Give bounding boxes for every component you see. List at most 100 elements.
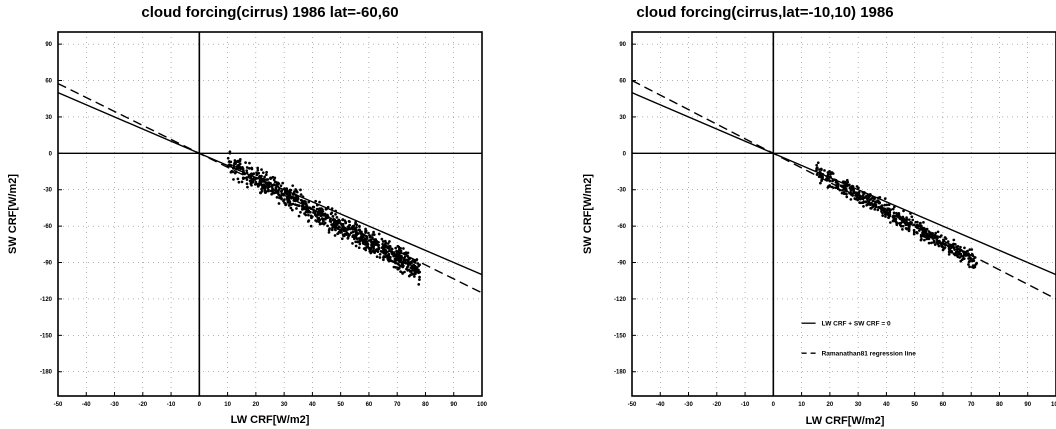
scatter-point xyxy=(922,232,926,235)
scatter-point xyxy=(842,191,846,194)
y-tick-label: 60 xyxy=(619,79,626,85)
scatter-point xyxy=(941,248,945,252)
scatter-point xyxy=(849,188,853,192)
scatter-point xyxy=(293,190,296,193)
scatter-point xyxy=(866,197,869,201)
grid xyxy=(58,32,482,396)
scatter-point xyxy=(815,166,819,170)
scatter-point xyxy=(250,167,254,171)
ticks xyxy=(631,43,1056,396)
scatter-point xyxy=(932,240,936,244)
scatter-chart-right: -50 -40 -30 -20 -10 0 10 20 30 40 50 60 70 80 90 100 90 6… xyxy=(582,4,1056,427)
scatter-point xyxy=(947,250,951,254)
plot-frame xyxy=(57,31,483,397)
scatter-points xyxy=(815,161,978,270)
scatter-point xyxy=(816,161,820,165)
scatter-point xyxy=(880,210,883,213)
scatter-point xyxy=(888,210,892,214)
x-tick-label: 80 xyxy=(996,402,1003,408)
scatter-point xyxy=(295,190,299,194)
scatter-point xyxy=(258,180,262,183)
scatter-point xyxy=(954,252,957,255)
scatter-point xyxy=(288,192,291,196)
scatter-point xyxy=(306,220,310,223)
scatter-point xyxy=(295,203,299,207)
scatter-point xyxy=(956,255,960,259)
scatter-point xyxy=(834,180,838,184)
scatter-point xyxy=(333,224,336,228)
scatter-point xyxy=(859,201,863,205)
scatter-point xyxy=(947,245,951,249)
chart-title: cloud forcing(cirrus) 1986 lat=-60,60 xyxy=(141,4,398,21)
scatter-point xyxy=(359,236,362,240)
scatter-point xyxy=(238,162,242,166)
scatter-point xyxy=(354,220,357,224)
scatter-point xyxy=(331,226,334,230)
x-axis-label: LW CRF[W/m2] xyxy=(806,415,885,427)
scatter-point xyxy=(820,168,823,172)
scatter-point xyxy=(826,173,830,176)
scatter-point xyxy=(402,264,405,268)
x-tick-label: 0 xyxy=(198,402,202,408)
scatter-point xyxy=(828,179,832,183)
scatter-point xyxy=(416,262,420,265)
scatter-point xyxy=(398,256,402,259)
scatter-point xyxy=(300,207,304,211)
y-tick-label: -30 xyxy=(617,188,626,194)
scatter-point xyxy=(365,246,369,249)
scatter-point xyxy=(245,182,249,186)
scatter-point xyxy=(914,220,918,224)
scatter-point xyxy=(418,275,421,279)
scatter-point xyxy=(307,200,311,204)
y-tick-label: 90 xyxy=(45,42,52,48)
scatter-point xyxy=(352,224,356,228)
scatter-point xyxy=(883,203,887,207)
scatter-point xyxy=(348,223,352,227)
scatter-point xyxy=(940,242,944,246)
x-tick-label: -20 xyxy=(712,402,721,408)
scatter-point xyxy=(324,217,327,221)
scatter-point xyxy=(335,216,339,219)
scatter-point xyxy=(308,210,312,214)
scatter-point xyxy=(266,178,270,181)
scatter-point xyxy=(312,205,316,209)
scatter-point xyxy=(943,243,947,247)
scatter-point xyxy=(885,203,889,207)
x-tick-label: 50 xyxy=(337,402,344,408)
scatter-point xyxy=(351,235,355,239)
scatter-point xyxy=(871,196,874,200)
scatter-point xyxy=(878,195,882,199)
x-tick-label: 100 xyxy=(477,402,488,408)
scatter-point xyxy=(394,253,398,257)
scatter-point xyxy=(354,244,358,248)
scatter-point xyxy=(382,246,386,249)
scatter-point xyxy=(378,252,382,256)
y-tick-label: -150 xyxy=(614,333,627,339)
scatter-point xyxy=(382,255,385,259)
scatter-point xyxy=(367,231,370,235)
scatter-point xyxy=(263,189,267,192)
scatter-point xyxy=(964,252,968,255)
scatter-point xyxy=(406,269,410,272)
x-tick-label: -10 xyxy=(741,402,750,408)
scatter-point xyxy=(933,243,937,246)
y-axis-label: SW CRF[W/m2] xyxy=(582,174,594,254)
scatter-point xyxy=(863,196,867,199)
scatter-point xyxy=(355,223,359,227)
scatter-point xyxy=(372,230,375,234)
scatter-point xyxy=(910,215,914,219)
scatter-point xyxy=(320,207,323,210)
scatter-point xyxy=(375,255,379,259)
scatter-point xyxy=(936,241,939,245)
scatter-point xyxy=(227,160,231,163)
scatter-point xyxy=(252,172,256,175)
x-tick-label: 50 xyxy=(911,402,918,408)
scatter-point xyxy=(417,264,421,268)
scatter-point xyxy=(925,233,929,237)
y-axis-label: SW CRF[W/m2] xyxy=(7,174,19,254)
scatter-point xyxy=(403,261,407,265)
scatter-point xyxy=(364,238,368,242)
scatter-point xyxy=(316,210,320,214)
scatter-point xyxy=(839,184,843,188)
scatter-point xyxy=(348,220,351,224)
